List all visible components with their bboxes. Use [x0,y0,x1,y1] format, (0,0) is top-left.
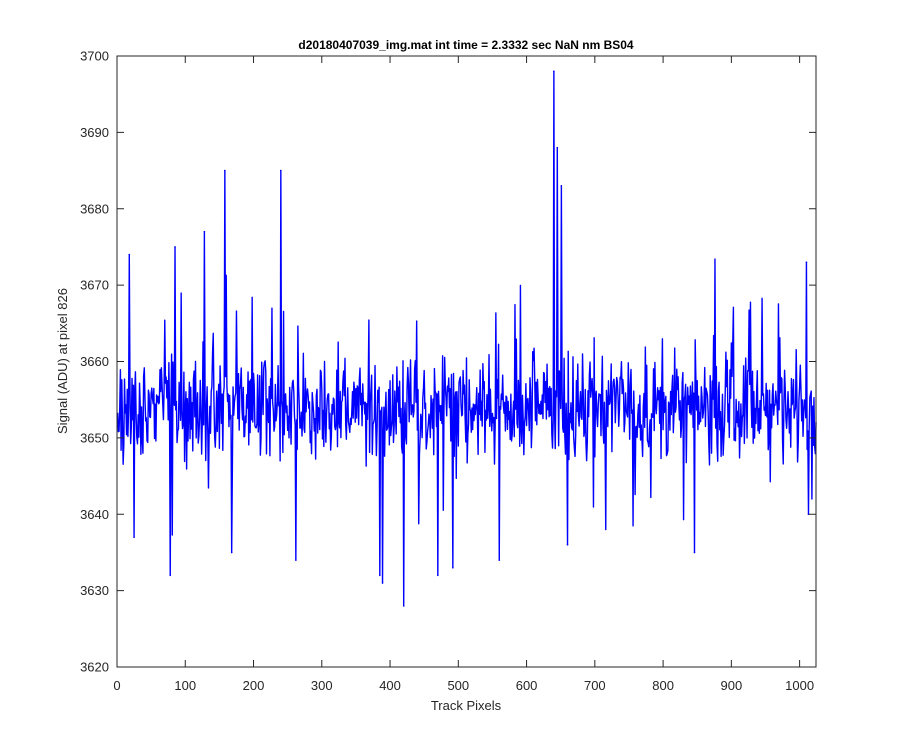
x-tick-label: 0 [113,678,120,693]
data-point-notable [203,230,206,233]
x-axis-label: Track Pixels [431,698,502,713]
x-tick-label: 700 [584,678,606,693]
data-point-notable [553,70,555,73]
chart-title: d20180407039_img.mat int time = 2.3332 s… [298,38,634,52]
data-point-notable [807,513,810,516]
x-tick-label: 1000 [785,678,814,693]
data-point-notable [556,146,559,149]
data-point-notable [295,559,297,561]
data-point-notable [280,169,282,172]
x-tick-label: 400 [379,678,401,693]
y-tick-label: 3660 [80,354,109,369]
data-point-notable [560,185,563,187]
ticks-layer: 0 100 200 300 400 500 600 700 800 900 1000 3620 3630… [80,49,816,693]
data-point-notable [379,574,381,577]
data-point-notable [693,551,696,554]
series-line-signal [116,70,817,607]
data-point-notable [805,261,808,264]
data-point-notable [174,246,176,248]
y-tick-label: 3650 [80,430,109,445]
x-tick-label: 500 [447,678,469,693]
y-tick-label: 3690 [80,125,109,140]
x-tick-label: 200 [243,678,265,693]
y-axis-label: Signal (ADU) at pixel 826 [55,288,70,434]
data-layer [116,70,817,607]
data-point-notable [402,605,405,607]
data-point-notable [381,582,384,584]
x-tick-label: 300 [311,678,333,693]
y-tick-label: 3640 [80,507,109,522]
data-point-notable [498,559,501,561]
x-tick-label: 800 [652,678,674,693]
data-point-notable [224,169,226,172]
data-point-notable [133,536,135,538]
y-tick-label: 3630 [80,583,109,598]
data-point-notable [437,574,439,577]
data-point-notable [128,253,131,256]
data-point-notable [230,551,233,554]
data-point-notable [566,544,569,546]
y-tick-label: 3680 [80,201,109,216]
x-tick-label: 100 [174,678,196,693]
x-tick-label: 900 [721,678,743,693]
data-point-notable [452,566,454,569]
data-point-notable [169,574,172,577]
y-tick-label: 3620 [80,660,109,675]
y-tick-label: 3700 [80,49,109,64]
x-tick-label: 600 [516,678,538,693]
y-tick-label: 3670 [80,278,109,293]
